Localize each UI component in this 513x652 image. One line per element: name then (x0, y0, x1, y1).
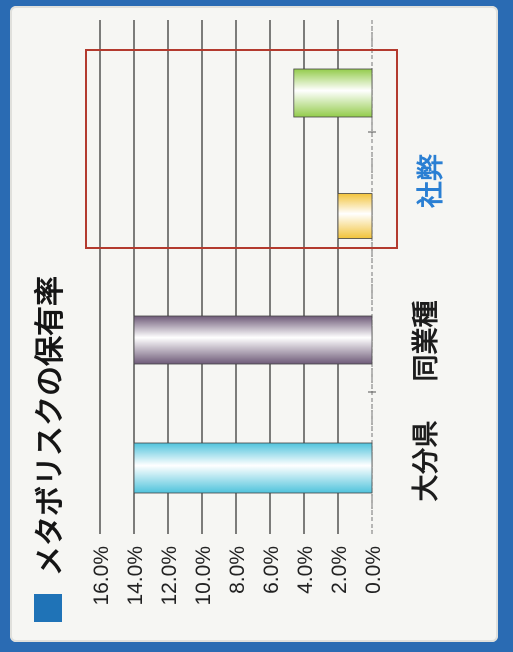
tick-label: 4.0% (294, 546, 317, 594)
tick-label: 0.0% (362, 546, 385, 594)
chart-card: 0.0% 2.0% 4.0% 6.0% 8.0% 10.0% 12.0% 14.0% 16.0%… (10, 6, 498, 642)
category-label: 大分県 (411, 421, 442, 502)
category-label: 社弊 (415, 154, 447, 208)
chart-title: メタボリスクの保有率 (33, 276, 68, 576)
bars (133, 68, 373, 494)
chart-title-group: メタボリスクの保有率 (33, 276, 68, 622)
tick-label: 16.0% (90, 546, 113, 606)
tick-label: 12.0% (158, 546, 181, 606)
tick-label: 14.0% (124, 546, 147, 606)
bar (293, 68, 373, 118)
tick-label: 6.0% (260, 546, 283, 594)
bar (133, 442, 373, 494)
bar (133, 315, 373, 365)
tick-label: 10.0% (192, 546, 215, 606)
tick-label: 2.0% (328, 546, 351, 594)
category-labels: 大分県 同業種 社弊 (411, 154, 447, 502)
category-label: 同業種 (411, 301, 442, 382)
chart-svg: 0.0% 2.0% 4.0% 6.0% 8.0% 10.0% 12.0% 14.0% 16.0%… (33, 20, 447, 622)
company-highlight-box (85, 49, 398, 249)
title-square-icon (34, 594, 62, 622)
axis-tick-labels: 0.0% 2.0% 4.0% 6.0% 8.0% 10.0% 12.0% 14.0% 16.0% (90, 546, 385, 606)
tick-label: 8.0% (226, 546, 249, 594)
bar (337, 193, 373, 239)
